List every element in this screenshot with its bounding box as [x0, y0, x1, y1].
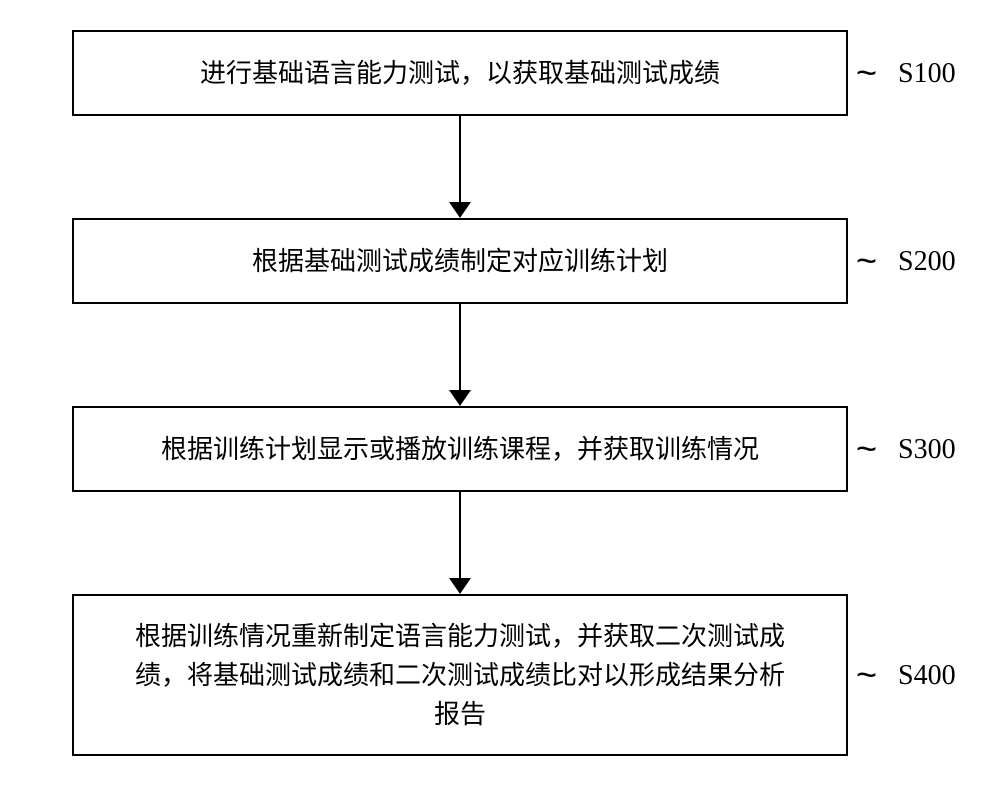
tilde-icon: ~: [856, 654, 877, 696]
step-label-s300: S300: [898, 434, 956, 466]
step-label-s100: S100: [898, 58, 956, 90]
flow-node-s300: 根据训练计划显示或播放训练课程，并获取训练情况: [72, 406, 848, 492]
flow-node-text: 根据训练计划显示或播放训练课程，并获取训练情况: [161, 430, 759, 469]
flow-node-text: 根据基础测试成绩制定对应训练计划: [252, 242, 668, 281]
tilde-icon: ~: [856, 240, 877, 282]
flow-node-text: 进行基础语言能力测试，以获取基础测试成绩: [200, 54, 720, 93]
tilde-icon: ~: [856, 52, 877, 94]
flow-node-s100: 进行基础语言能力测试，以获取基础测试成绩: [72, 30, 848, 116]
flow-node-text: 根据训练情况重新制定语言能力测试，并获取二次测试成 绩，将基础测试成绩和二次测试…: [135, 617, 785, 734]
step-label-s400: S400: [898, 660, 956, 692]
flowchart-canvas: 进行基础语言能力测试，以获取基础测试成绩 ~ S100 根据基础测试成绩制定对应…: [0, 0, 1000, 806]
step-label-s200: S200: [898, 246, 956, 278]
flow-node-s200: 根据基础测试成绩制定对应训练计划: [72, 218, 848, 304]
tilde-icon: ~: [856, 428, 877, 470]
flow-node-s400: 根据训练情况重新制定语言能力测试，并获取二次测试成 绩，将基础测试成绩和二次测试…: [72, 594, 848, 756]
